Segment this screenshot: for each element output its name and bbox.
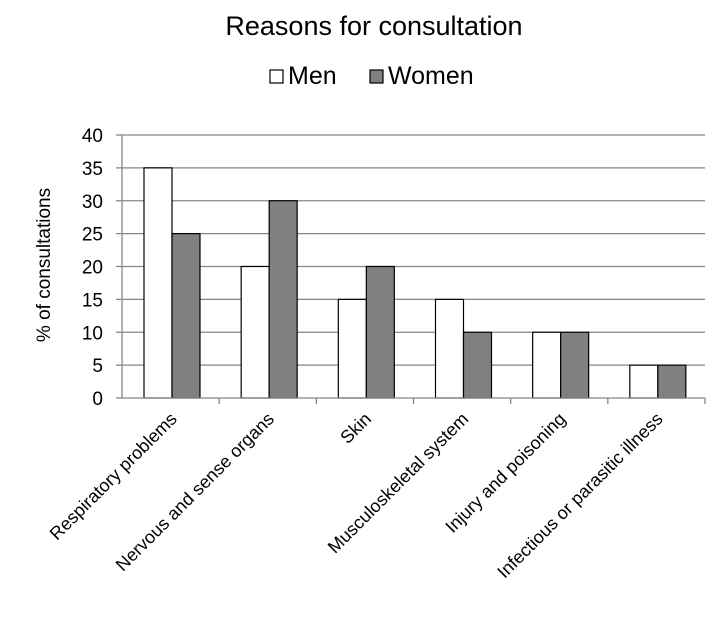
y-tick-label: 10 xyxy=(82,323,103,344)
bar-women-2 xyxy=(365,265,395,399)
axes xyxy=(116,134,706,404)
y-tick-label: 30 xyxy=(82,192,103,213)
legend-swatch-men xyxy=(269,69,284,84)
chart-title: Reasons for consultation xyxy=(225,11,522,41)
bar-men-1 xyxy=(240,265,270,399)
bar-women-4 xyxy=(560,331,590,399)
bar-women-1 xyxy=(268,200,298,399)
bar-women-0 xyxy=(171,233,201,399)
y-tick-label: 20 xyxy=(82,258,103,279)
bar-men-2 xyxy=(337,298,367,399)
bar-men-3 xyxy=(434,298,465,399)
bar-women-3 xyxy=(462,331,493,399)
y-tick-label: 15 xyxy=(82,290,103,311)
y-tick-label: 0 xyxy=(92,389,103,410)
y-tick-label: 25 xyxy=(82,225,103,246)
y-tick-label: 35 xyxy=(82,159,103,180)
bars xyxy=(143,167,687,399)
bar-men-4 xyxy=(532,331,562,399)
y-tick-label: 5 xyxy=(92,356,103,377)
legend: Men Women xyxy=(269,62,474,90)
gridlines xyxy=(122,134,705,366)
bar-women-5 xyxy=(657,364,687,399)
legend-label-women: Women xyxy=(388,62,474,90)
bar-men-5 xyxy=(629,364,659,399)
y-axis-label: % of consultations xyxy=(34,188,55,342)
x-category-label: Skin xyxy=(336,409,375,448)
legend-label-men: Men xyxy=(288,62,337,90)
x-category-label: Nervous and sense organs xyxy=(112,409,278,575)
y-axis-ticks: 0 5 10 15 20 25 30 35 40 xyxy=(82,126,103,410)
y-tick-label: 40 xyxy=(82,126,103,147)
x-category-label: Infectious or parasitic illness xyxy=(493,409,666,582)
bar-men-0 xyxy=(143,167,173,399)
legend-swatch-women xyxy=(369,69,384,84)
